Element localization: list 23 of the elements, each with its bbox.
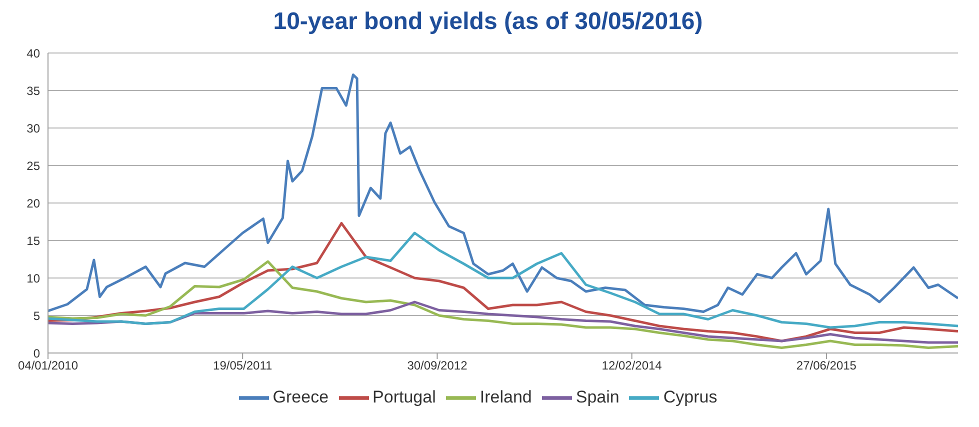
y-tick-label: 15 bbox=[26, 234, 40, 248]
y-tick-label: 25 bbox=[26, 158, 40, 173]
x-tick-label: 27/06/2015 bbox=[796, 358, 857, 373]
line-series bbox=[48, 232, 958, 329]
x-tick-label: 30/09/2012 bbox=[407, 358, 468, 373]
chart-title: 10-year bond yields (as of 30/05/2016) bbox=[272, 8, 704, 37]
legend-label: Portugal bbox=[372, 387, 436, 406]
line-series bbox=[48, 74, 958, 313]
line-series bbox=[48, 260, 958, 349]
y-tick-label: 40 bbox=[26, 46, 40, 60]
y-tick-label: 30 bbox=[26, 121, 40, 136]
y-tick-label: 5 bbox=[33, 308, 40, 323]
legend-label: Spain bbox=[576, 387, 620, 406]
x-tick-label: 12/02/2014 bbox=[602, 358, 662, 373]
y-tick-label: 20 bbox=[26, 196, 40, 210]
y-tick-label: 0 bbox=[33, 346, 40, 360]
y-tick-label: 10 bbox=[26, 271, 40, 286]
legend-label: Ireland bbox=[480, 387, 532, 406]
legend-label: Greece bbox=[272, 387, 329, 406]
x-tick-label: 04/01/2010 bbox=[18, 358, 78, 373]
x-tick-label: 19/05/2011 bbox=[213, 358, 273, 373]
legend-label: Cyprus bbox=[663, 387, 718, 406]
y-tick-label: 35 bbox=[26, 84, 40, 98]
